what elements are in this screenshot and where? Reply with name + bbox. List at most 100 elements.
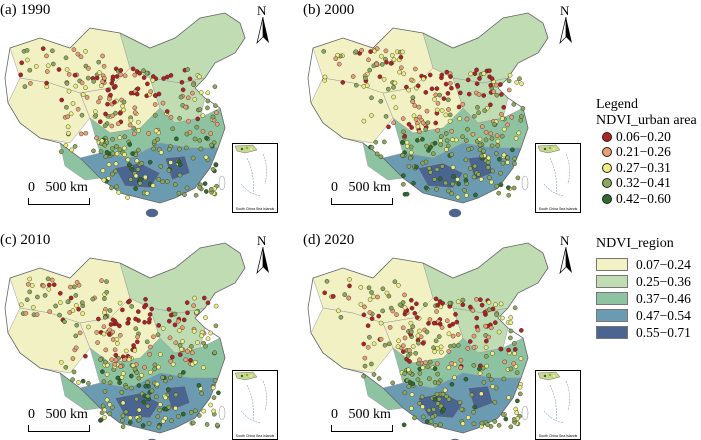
city-point	[374, 61, 379, 67]
city-point	[450, 333, 456, 339]
city-point	[136, 407, 142, 413]
panel-label: (d) 2020	[303, 232, 355, 248]
city-point	[505, 160, 510, 165]
city-point	[404, 143, 410, 149]
city-point	[362, 355, 368, 361]
city-point	[127, 142, 132, 147]
city-point	[378, 154, 384, 159]
city-point	[445, 97, 451, 103]
city-point	[59, 360, 64, 365]
city-point	[214, 110, 219, 115]
city-point	[474, 81, 480, 86]
city-point	[110, 113, 115, 119]
city-point	[107, 327, 112, 333]
china-map	[4, 242, 246, 440]
city-point	[123, 409, 129, 415]
city-point	[486, 373, 491, 378]
city-point	[205, 336, 211, 342]
city-point	[142, 320, 147, 325]
city-point	[139, 372, 144, 378]
city-point	[484, 363, 489, 369]
city-point	[446, 188, 451, 194]
city-point	[178, 94, 184, 100]
city-point	[434, 391, 440, 397]
city-point	[135, 167, 141, 172]
city-point	[457, 400, 463, 405]
city-point	[489, 76, 495, 81]
city-point	[105, 101, 110, 107]
city-point	[178, 347, 184, 352]
city-point	[168, 160, 173, 165]
city-point	[148, 89, 153, 94]
city-point	[506, 87, 512, 93]
city-point	[455, 84, 461, 89]
north-arrow-icon: N	[555, 233, 577, 279]
city-point	[152, 113, 158, 118]
city-point	[510, 147, 515, 153]
city-point	[444, 394, 449, 399]
city-point	[194, 309, 199, 315]
city-point	[408, 320, 414, 326]
city-point	[68, 284, 73, 290]
city-point	[387, 325, 393, 330]
city-point	[453, 312, 458, 317]
urban-legend-label: 0.27−0.31	[616, 159, 671, 175]
city-point	[373, 139, 379, 145]
city-point	[400, 300, 406, 305]
city-point	[65, 299, 71, 305]
city-point	[434, 107, 440, 113]
city-point	[417, 370, 423, 376]
city-point	[455, 343, 461, 348]
urban-legend-dot-icon	[602, 147, 612, 158]
city-point	[404, 84, 409, 90]
city-point	[460, 297, 466, 303]
city-point	[79, 112, 85, 118]
city-point	[401, 349, 406, 354]
city-point	[120, 103, 125, 109]
city-point	[27, 289, 33, 295]
taiwan-island	[521, 175, 529, 191]
city-point	[397, 302, 403, 308]
city-point	[134, 158, 140, 164]
city-point	[123, 384, 129, 390]
city-point	[322, 74, 328, 80]
city-point	[486, 175, 492, 180]
city-point	[51, 282, 57, 288]
city-point	[58, 291, 63, 296]
city-point	[420, 341, 426, 346]
city-point	[514, 80, 519, 85]
city-point	[122, 134, 128, 140]
city-point	[164, 179, 170, 184]
city-point	[166, 318, 172, 324]
city-point	[410, 95, 416, 100]
city-point	[160, 179, 165, 185]
city-point	[515, 398, 520, 404]
city-point	[376, 376, 382, 381]
city-point	[123, 348, 129, 354]
city-point	[128, 373, 134, 379]
city-point	[115, 121, 121, 127]
city-point	[444, 138, 450, 143]
city-point	[153, 394, 159, 400]
city-point	[213, 103, 218, 108]
city-point	[98, 417, 104, 423]
city-point	[133, 326, 139, 331]
city-point	[406, 87, 411, 93]
city-point	[127, 162, 132, 167]
city-point	[468, 71, 473, 77]
city-point	[447, 118, 453, 124]
city-point	[434, 309, 439, 314]
city-point	[387, 341, 392, 347]
city-point	[128, 90, 134, 96]
city-point	[103, 111, 108, 117]
city-point	[192, 360, 198, 365]
city-point	[109, 357, 114, 362]
city-point	[107, 380, 113, 386]
city-point	[350, 74, 356, 79]
city-point	[511, 185, 517, 191]
city-point	[149, 388, 155, 394]
city-point	[502, 359, 507, 365]
city-point	[73, 333, 79, 339]
city-point	[402, 390, 408, 396]
city-point	[101, 324, 107, 329]
